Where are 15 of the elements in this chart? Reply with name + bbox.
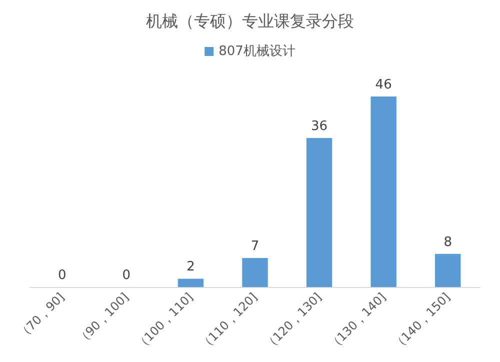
data-label: 46 — [375, 78, 392, 93]
data-label: 8 — [444, 234, 452, 250]
data-label: 0 — [58, 268, 66, 283]
legend-label: 807机械设计 — [218, 44, 296, 59]
bar — [306, 138, 332, 287]
bar — [242, 258, 268, 287]
data-label: 0 — [122, 268, 131, 283]
data-label: 7 — [250, 239, 260, 254]
bar — [370, 96, 396, 287]
chart-title: 机械（专硕）专业课复录分段 — [146, 12, 354, 30]
data-label: 36 — [311, 118, 328, 134]
bar — [178, 278, 204, 287]
bar — [435, 254, 461, 287]
data-label: 2 — [186, 260, 195, 275]
x-tick-label: （70，90] — [15, 290, 68, 342]
